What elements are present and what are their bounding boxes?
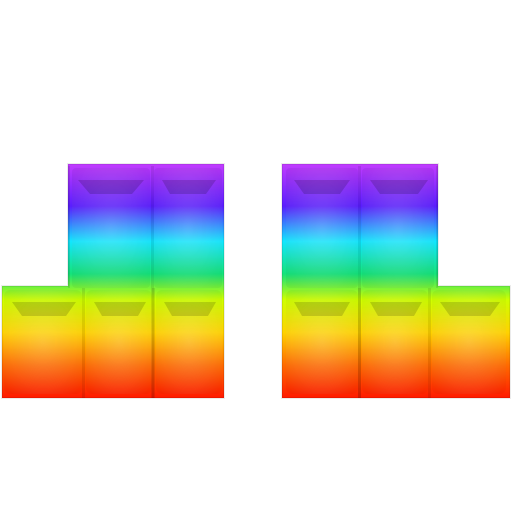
left-block-shape — [1, 163, 225, 399]
right-block-shape — [281, 163, 511, 399]
